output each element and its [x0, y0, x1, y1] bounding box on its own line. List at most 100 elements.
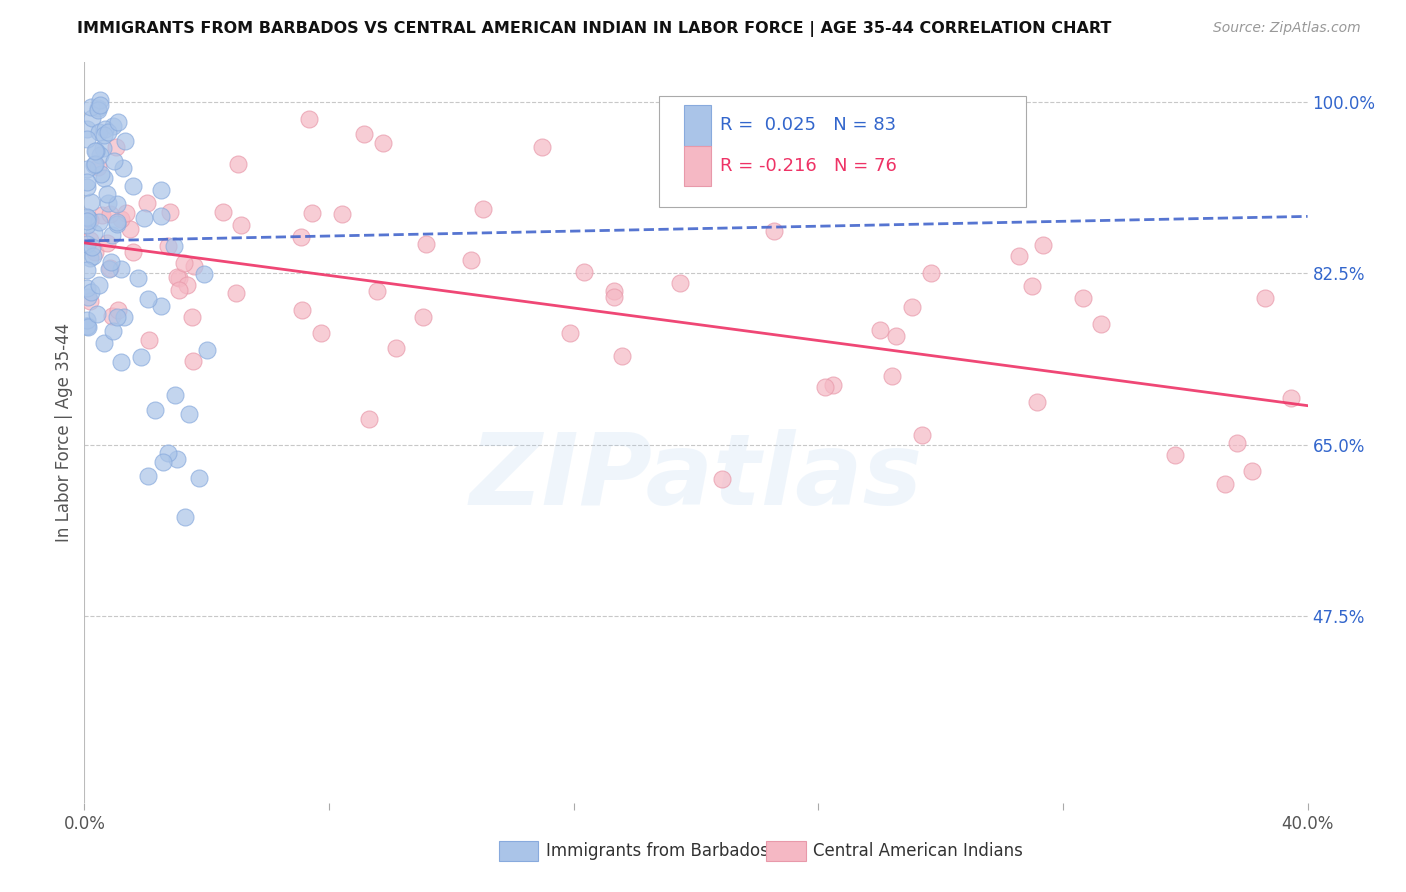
Point: [1164, 448, 1187, 462]
Point: [101, 324, 124, 338]
Point: [669, 276, 692, 290]
Point: [1032, 238, 1054, 252]
Text: Source: ZipAtlas.com: Source: ZipAtlas.com: [1213, 21, 1361, 35]
Point: [84, 144, 107, 158]
Point: [86, 307, 108, 321]
Point: [87, 160, 110, 174]
Point: [136, 469, 159, 483]
Point: [167, 271, 190, 285]
Point: [121, 245, 143, 260]
Point: [531, 140, 554, 154]
Point: [105, 310, 128, 325]
Point: [385, 341, 408, 355]
Point: [94, 122, 117, 136]
Bar: [683, 145, 710, 186]
Point: [76, 313, 98, 327]
Point: [107, 115, 129, 129]
Point: [103, 153, 125, 168]
Point: [76, 218, 98, 232]
Point: [135, 196, 157, 211]
Point: [471, 202, 494, 216]
Point: [87, 101, 110, 115]
Point: [183, 353, 205, 368]
Point: [149, 183, 172, 197]
Point: [76, 319, 98, 334]
Point: [115, 206, 138, 220]
Point: [114, 310, 136, 324]
Text: Central American Indians: Central American Indians: [813, 842, 1022, 860]
Point: [1090, 317, 1112, 331]
Point: [412, 310, 434, 324]
Point: [920, 266, 942, 280]
FancyBboxPatch shape: [659, 95, 1026, 207]
Point: [138, 333, 160, 347]
Point: [226, 157, 249, 171]
Point: [79, 252, 101, 266]
Point: [76, 131, 98, 145]
Point: [110, 212, 132, 227]
Point: [91, 141, 114, 155]
Point: [101, 119, 124, 133]
Point: [84, 244, 107, 259]
Point: [93, 128, 115, 142]
Point: [901, 300, 924, 314]
Point: [181, 310, 204, 325]
Point: [105, 139, 128, 153]
Point: [98, 260, 121, 275]
Point: [76, 174, 98, 188]
Point: [87, 103, 110, 117]
Point: [76, 236, 98, 251]
Point: [911, 427, 934, 442]
Point: [143, 403, 166, 417]
Point: [574, 264, 596, 278]
Point: [330, 207, 353, 221]
Point: [83, 227, 105, 241]
Point: [79, 213, 101, 227]
Point: [353, 127, 375, 141]
Point: [96, 236, 118, 251]
Point: [1026, 394, 1049, 409]
Point: [76, 213, 98, 227]
Point: [193, 267, 215, 281]
Point: [301, 206, 323, 220]
Point: [152, 455, 174, 469]
Point: [157, 445, 180, 459]
Point: [101, 227, 124, 242]
Point: [169, 283, 191, 297]
Point: [162, 239, 184, 253]
Point: [882, 369, 904, 384]
Point: [157, 238, 180, 252]
Point: [132, 211, 155, 226]
Point: [1279, 391, 1302, 405]
Text: R =  0.025   N = 83: R = 0.025 N = 83: [720, 116, 897, 135]
Point: [79, 233, 101, 247]
Point: [121, 179, 143, 194]
Point: [176, 277, 198, 292]
Point: [111, 161, 134, 175]
Point: [83, 158, 105, 172]
Point: [93, 170, 115, 185]
Point: [114, 134, 136, 148]
Point: [183, 259, 205, 273]
Point: [187, 470, 209, 484]
Point: [107, 303, 129, 318]
Point: [90, 167, 112, 181]
Point: [110, 262, 132, 277]
Point: [87, 125, 110, 139]
Point: [80, 285, 103, 299]
Point: [1226, 436, 1249, 450]
Point: [603, 285, 626, 299]
Point: [366, 284, 388, 298]
Point: [1071, 291, 1094, 305]
Point: [105, 215, 128, 229]
Point: [558, 326, 581, 340]
Point: [195, 343, 218, 357]
Point: [89, 147, 111, 161]
Point: [93, 335, 115, 350]
Text: ZIPatlas: ZIPatlas: [470, 428, 922, 525]
Point: [87, 215, 110, 229]
Point: [86, 144, 108, 158]
Point: [225, 286, 247, 301]
Point: [290, 229, 312, 244]
Point: [610, 349, 633, 363]
